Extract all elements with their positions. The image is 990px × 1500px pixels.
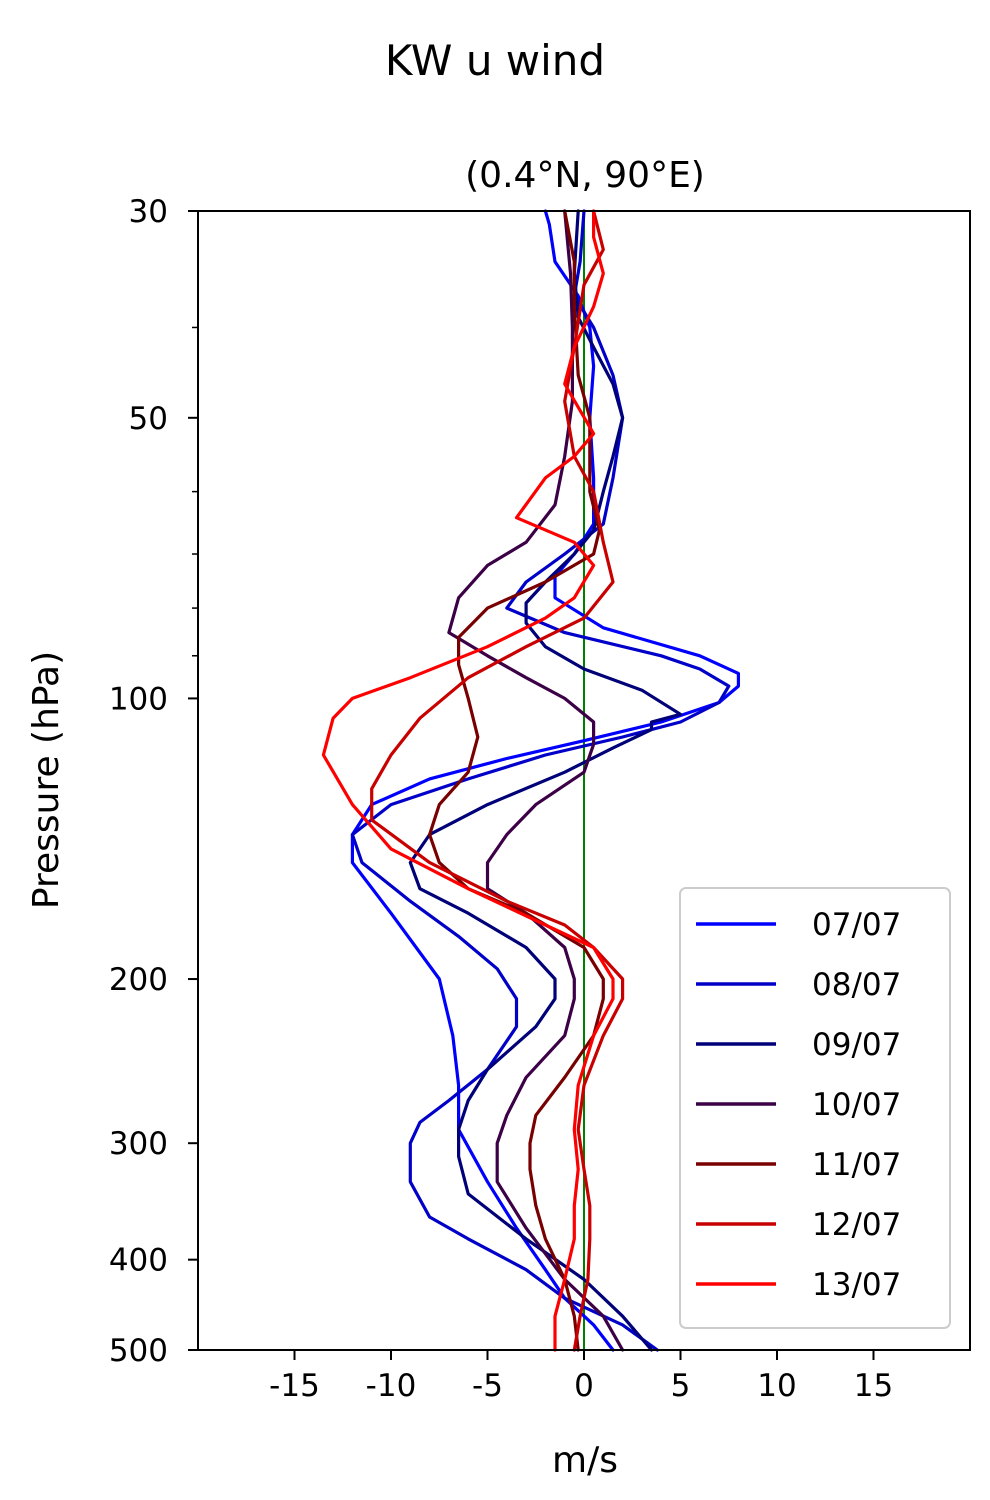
x-tick-label: -10 <box>366 1368 417 1404</box>
y-axis-label: Pressure (hPa) <box>26 651 67 909</box>
y-tick-label: 200 <box>109 962 168 998</box>
legend: 07/07 08/07 09/07 10/07 11/07 12/07 13/07 <box>679 887 951 1329</box>
legend-label: 09/07 <box>812 1027 901 1063</box>
legend-label: 12/07 <box>812 1207 901 1243</box>
chart-title: KW u wind <box>385 36 605 85</box>
y-tick-label: 400 <box>109 1243 168 1279</box>
series-line-10-07 <box>447 209 625 1352</box>
x-tick-label: -15 <box>269 1368 320 1404</box>
legend-label: 08/07 <box>812 967 901 1003</box>
x-tick-label: 0 <box>574 1368 594 1404</box>
legend-label: 13/07 <box>812 1267 901 1303</box>
y-tick-label: 30 <box>129 194 168 230</box>
y-tick-label: 500 <box>109 1333 168 1369</box>
x-tick-label: 15 <box>854 1368 893 1404</box>
x-tick-label: 10 <box>757 1368 796 1404</box>
x-axis: -15 -10 -5 0 5 10 15 <box>269 1350 893 1404</box>
series-line-09-07 <box>408 209 683 1352</box>
y-tick-label: 50 <box>129 401 168 437</box>
series-line-13-07 <box>321 209 615 1352</box>
y-tick-label: 300 <box>109 1126 168 1162</box>
legend-box <box>679 887 951 1329</box>
x-axis-label: m/s <box>552 1440 618 1481</box>
y-axis: 30 50 100 200 300 400 500 <box>109 194 198 1369</box>
x-tick-label: 5 <box>671 1368 691 1404</box>
y-tick-label: 100 <box>109 681 168 717</box>
series-line-08-07 <box>350 209 731 1352</box>
series-line-11-07 <box>428 209 605 1352</box>
legend-label: 11/07 <box>812 1147 901 1183</box>
legend-label: 10/07 <box>812 1087 901 1123</box>
x-tick-label: -5 <box>472 1368 503 1404</box>
chart-subtitle: (0.4°N, 90°E) <box>465 155 705 196</box>
legend-label: 07/07 <box>812 907 901 943</box>
series-line-07-07 <box>350 209 740 1352</box>
series-layer <box>321 209 740 1352</box>
